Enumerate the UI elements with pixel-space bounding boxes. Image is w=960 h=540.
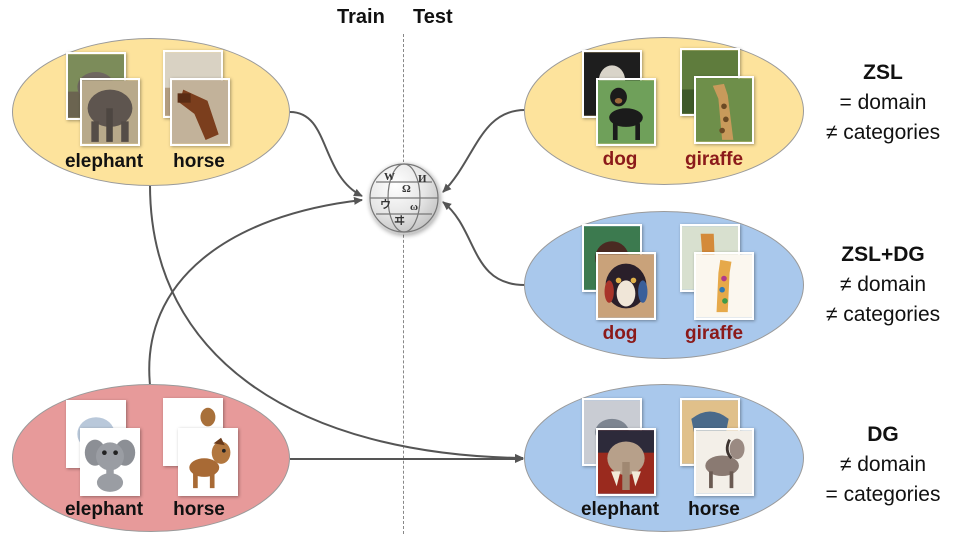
test-zsl-label-dog: dog: [602, 149, 638, 170]
elephant-painting: [596, 428, 656, 496]
test-header: Test: [413, 6, 453, 28]
test-zsl-label-giraffe: giraffe: [684, 149, 744, 170]
dog-painting: [596, 252, 656, 320]
zsldg-categories-text: ≠ categories: [825, 303, 941, 326]
zsldg-description: ZSL+DG ≠ domain ≠ categories: [826, 240, 940, 330]
svg-text:И: И: [418, 173, 427, 185]
svg-text:ω: ω: [410, 201, 418, 213]
train-real-ellipse: [12, 38, 290, 186]
dg-description: DG ≠ domain = categories: [826, 420, 941, 510]
zsldg-domain-text: ≠ domain: [839, 273, 927, 296]
train-real-label-elephant: elephant: [64, 151, 144, 172]
train-cartoon-ellipse: [12, 384, 290, 532]
arrow-wiki-to-zsl: [442, 109, 526, 193]
train-test-divider: [403, 34, 404, 534]
giraffe-painting: [694, 252, 754, 320]
elephant-cartoon: [80, 428, 140, 496]
arrow-real-to-dg: [149, 184, 524, 462]
train-cartoon-label-horse: horse: [173, 499, 225, 520]
giraffe-photo: [694, 76, 754, 144]
dg-title: DG: [867, 423, 899, 446]
zsl-categories-text: ≠ categories: [825, 121, 941, 144]
arrow-wiki-to-zsldg: [442, 201, 526, 286]
horse-cartoon: [178, 428, 238, 496]
train-real-label-horse: horse: [173, 151, 225, 172]
test-zsldg-label-giraffe: giraffe: [684, 323, 744, 344]
svg-text:Ω: Ω: [402, 183, 411, 195]
dg-domain-text: ≠ domain: [839, 453, 927, 476]
svg-text:ヰ: ヰ: [394, 214, 405, 227]
elephant-photo: [80, 78, 140, 146]
test-zsldg-label-dog: dog: [602, 323, 638, 344]
zsl-domain-text: = domain: [839, 91, 927, 114]
train-cartoon-label-elephant: elephant: [64, 499, 144, 520]
horse-painting: [694, 428, 754, 496]
zsl-description: ZSL = domain ≠ categories: [826, 58, 940, 148]
test-zsldg-ellipse: [524, 211, 804, 359]
horse-photo: [170, 78, 230, 146]
svg-text:ウ: ウ: [380, 198, 391, 211]
dg-categories-text: = categories: [825, 483, 941, 506]
arrow-real-to-wiki: [289, 111, 363, 197]
zsl-title: ZSL: [863, 61, 903, 84]
train-header: Train: [337, 6, 385, 28]
dog-photo: [596, 78, 656, 146]
svg-text:W: W: [384, 171, 395, 183]
test-dg-label-elephant: elephant: [580, 499, 660, 520]
zsldg-title: ZSL+DG: [841, 243, 925, 266]
arrow-cartoon-to-wiki: [148, 196, 363, 386]
test-dg-label-horse: horse: [688, 499, 740, 520]
test-zsl-ellipse: [524, 37, 804, 185]
test-dg-ellipse: [524, 384, 804, 532]
